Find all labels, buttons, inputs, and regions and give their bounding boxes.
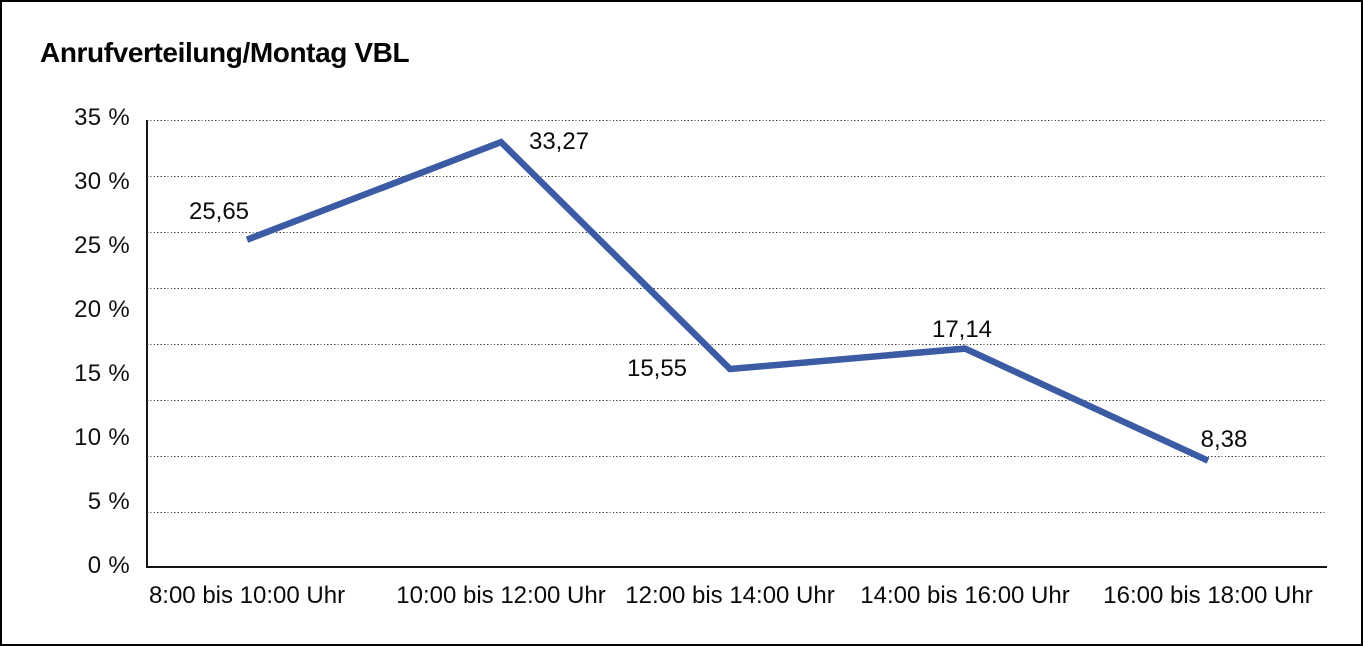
- data-point-label: 15,55: [626, 355, 688, 382]
- plot-area: 25,65 33,27 15,55 17,14 8,38: [147, 120, 1325, 568]
- y-axis-tick-label: 20 %: [74, 296, 130, 323]
- y-axis-tick-label: 5 %: [87, 488, 130, 515]
- gridline: [147, 288, 1325, 290]
- x-axis-category-labels: 8:00 bis 10:00 Uhr 10:00 bis 12:00 Uhr 12:…: [2, 582, 1361, 612]
- y-axis-tick-label: 25 %: [74, 232, 130, 259]
- gridline: [147, 232, 1325, 234]
- x-axis-category-label: 12:00 bis 14:00 Uhr: [625, 582, 835, 609]
- x-axis-category-label: 14:00 bis 16:00 Uhr: [860, 582, 1070, 609]
- y-axis-tick-label: 0 %: [87, 552, 130, 579]
- data-line: [245, 138, 1210, 464]
- gridline: [147, 344, 1325, 346]
- gridline: [147, 120, 1325, 122]
- x-axis-category-label: 8:00 bis 10:00 Uhr: [148, 582, 346, 609]
- data-point-label: 17,14: [931, 315, 993, 343]
- y-axis-tick-label: 15 %: [74, 360, 130, 387]
- chart-title: Anrufverteilung/Montag VBL: [40, 37, 410, 68]
- gridline: [147, 456, 1325, 458]
- gridline: [147, 512, 1325, 514]
- y-axis-tick-label: 10 %: [74, 424, 130, 451]
- line-series-svg: [245, 138, 1210, 464]
- data-point-label: 25,65: [188, 197, 250, 225]
- gridline: [147, 176, 1325, 178]
- data-point-label: 33,27: [528, 128, 590, 156]
- x-axis-category-label: 16:00 bis 18:00 Uhr: [1103, 582, 1313, 609]
- gridline: [147, 400, 1325, 402]
- y-axis-tick-label: 30 %: [74, 168, 130, 195]
- data-point-label: 8,38: [1200, 425, 1248, 453]
- x-axis-line: [146, 566, 1327, 568]
- y-axis-tick-label: 35 %: [74, 104, 130, 131]
- y-axis-tick-labels: 35 % 30 % 25 % 20 % 15 % 10 % 5 % 0 %: [2, 104, 130, 580]
- x-axis-category-label: 10:00 bis 12:00 Uhr: [396, 582, 606, 609]
